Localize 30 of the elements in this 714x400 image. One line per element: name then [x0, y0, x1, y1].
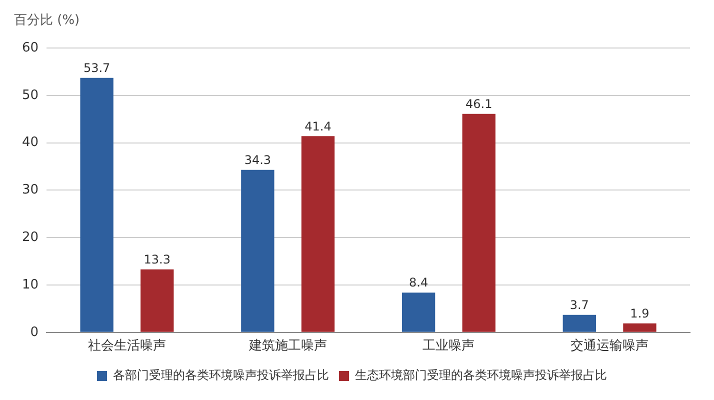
x-tick-label: 交通运输噪声 [570, 338, 649, 354]
x-tick-label: 工业噪声 [422, 338, 475, 354]
legend-label: 各部门受理的各类环境噪声投诉举报占比 [113, 368, 329, 382]
x-tick-label: 社会生活噪声 [88, 338, 166, 354]
bar [140, 269, 174, 332]
y-tick-label: 20 [22, 230, 39, 245]
y-tick-label: 30 [22, 182, 39, 198]
bar [241, 170, 274, 332]
bar [562, 314, 596, 332]
y-tick-label: 60 [22, 40, 39, 56]
data-label: 13.3 [144, 252, 170, 266]
y-axis-title: 百分比 (%) [14, 12, 80, 28]
data-label: 34.3 [244, 152, 272, 167]
y-tick-label: 10 [22, 277, 39, 292]
bar [301, 136, 335, 332]
bar [402, 292, 436, 332]
legend-label: 生态环境部门受理的各类环境噪声投诉举报占比 [355, 368, 607, 382]
x-tick-label: 建筑施工噪声 [248, 338, 327, 354]
data-label: 1.9 [630, 306, 650, 321]
bar [462, 114, 496, 332]
bar [80, 78, 114, 332]
y-tick-label: 40 [22, 135, 39, 150]
bar [623, 323, 656, 332]
y-tick-label: 50 [22, 88, 39, 103]
data-label: 53.7 [83, 60, 110, 75]
data-label: 3.7 [570, 298, 589, 312]
y-tick-label: 0 [30, 324, 39, 340]
data-label: 41.4 [304, 119, 332, 134]
data-label: 46.1 [466, 97, 492, 112]
data-label: 8.4 [408, 276, 428, 290]
